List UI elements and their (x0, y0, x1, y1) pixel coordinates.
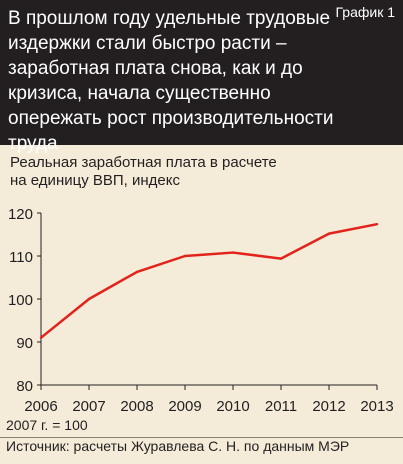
x-tick-label: 2013 (360, 398, 393, 415)
data-point (183, 254, 187, 258)
chart-header: В прошлом году удельные трудовые издержк… (0, 0, 403, 154)
x-tick-label: 2009 (168, 398, 201, 415)
data-point (375, 222, 379, 226)
x-tick-label: 2007 (72, 398, 105, 415)
y-tick-label: 110 (9, 249, 33, 266)
subtitle-line-1: Реальная заработная плата в расчете (10, 154, 277, 171)
x-tick-label: 2010 (216, 398, 249, 415)
x-tick-label: 2011 (265, 398, 297, 415)
base-year-note: 2007 г. = 100 (6, 417, 88, 433)
data-point (279, 257, 283, 260)
series-group (39, 222, 379, 339)
x-tick-label: 2006 (24, 398, 57, 415)
y-axis: 80 90 100 110 120 (8, 206, 42, 395)
data-point (135, 270, 139, 274)
footer-divider (0, 437, 403, 438)
y-tick-label: 100 (8, 292, 33, 309)
chart-subtitle: Реальная заработная плата в расчете на е… (10, 154, 390, 190)
data-point (231, 251, 235, 254)
data-point (87, 297, 91, 301)
x-axis: 2006 2007 2008 2009 2010 2011 2012 2013 (24, 384, 394, 415)
source-note: Источник: расчеты Журавлева С. Н. по дан… (6, 438, 350, 454)
y-tick-label: 120 (8, 206, 33, 223)
data-point (327, 232, 331, 235)
x-tick-label: 2008 (120, 398, 153, 415)
y-tick-label: 80 (16, 378, 33, 395)
subtitle-line-2: на единицу ВВП, индекс (10, 172, 180, 189)
chart-headline: В прошлом году удельные трудовые издержк… (8, 8, 334, 154)
x-tick-label: 2012 (312, 398, 345, 415)
data-point (39, 336, 43, 339)
y-tick-label: 90 (16, 335, 33, 352)
chart-number-badge: График 1 (335, 4, 395, 20)
series-line (40, 222, 378, 339)
